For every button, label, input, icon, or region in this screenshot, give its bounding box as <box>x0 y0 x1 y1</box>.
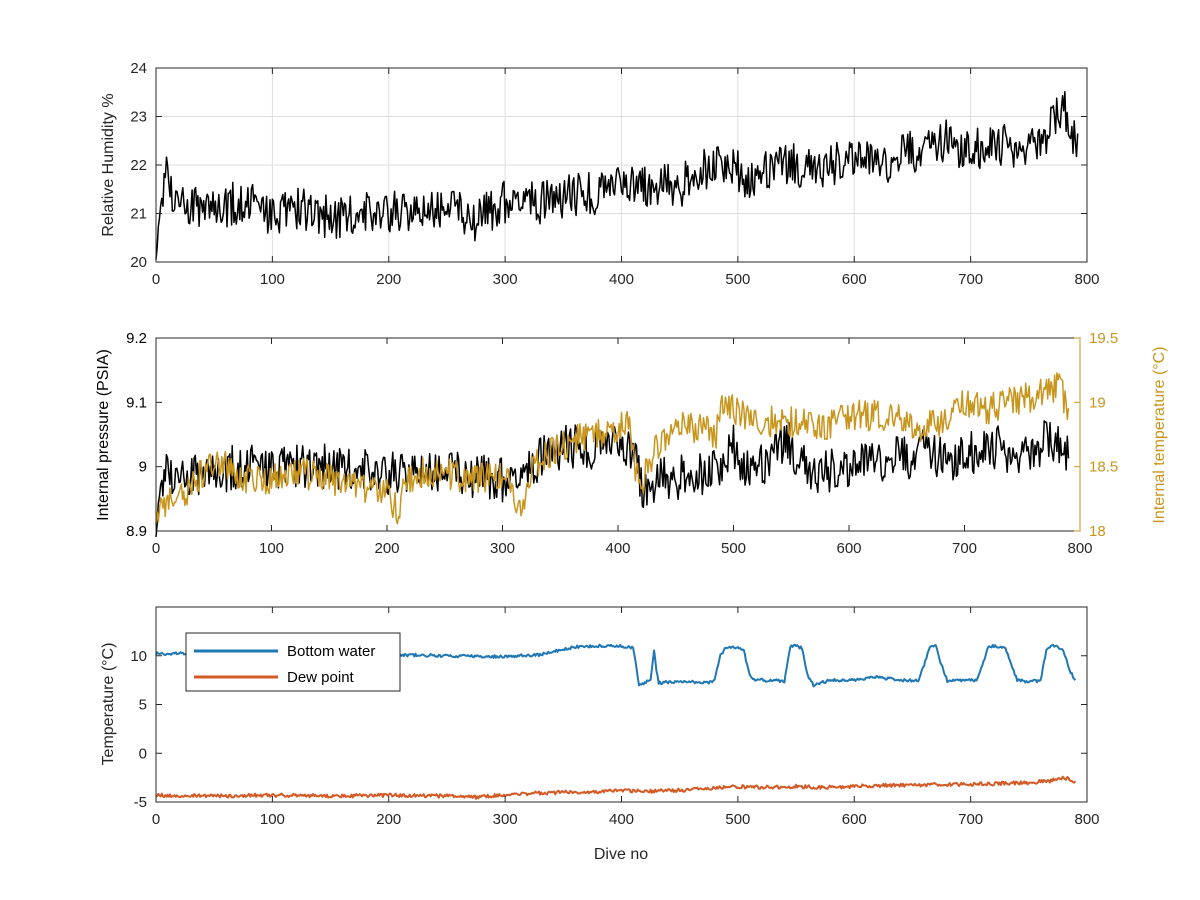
pressure-right-series-line <box>155 372 1070 525</box>
x-tick-label: 200 <box>376 811 401 828</box>
x-tick-label: 0 <box>152 540 160 557</box>
y-tick-label: 10 <box>130 648 147 665</box>
x-tick-label: 800 <box>1067 540 1092 557</box>
y-tick-label: 24 <box>130 60 147 77</box>
y-tick-label: 9.2 <box>126 330 147 347</box>
dew-point-series-line <box>155 775 1077 800</box>
x-tick-label: 400 <box>609 811 634 828</box>
pressure-series-line <box>155 420 1070 538</box>
pressure-panel: 0 100 200 300 400 500 600 700 800 8.9 9 9.1 9.2 18 18.… <box>95 330 1168 557</box>
x-tick-label: 400 <box>609 271 634 288</box>
y-tick-label: 5 <box>139 697 147 714</box>
x-tick-label: 800 <box>1074 811 1099 828</box>
x-tick-label: 0 <box>152 811 160 828</box>
y-tick-label: 9.1 <box>126 394 147 411</box>
y-tick-label: 9 <box>139 459 147 476</box>
x-axis-label: Dive no <box>594 846 648 863</box>
pressure-ticks: 0 100 200 300 400 500 600 700 800 8.9 9 9.1 9.2 18 18.… <box>126 330 1118 557</box>
x-tick-label: 100 <box>260 811 285 828</box>
x-tick-label: 100 <box>259 540 284 557</box>
x-tick-label: 300 <box>493 811 518 828</box>
y-tick-label: -5 <box>134 794 147 811</box>
y-tick-label: 0 <box>139 745 147 762</box>
y2-tick-label: 19 <box>1089 394 1106 411</box>
x-tick-label: 0 <box>152 271 160 288</box>
temperature-y-axis-label: Temperature (°C) <box>100 643 117 766</box>
y-tick-label: 8.9 <box>126 523 147 540</box>
x-tick-label: 600 <box>842 271 867 288</box>
x-tick-label: 500 <box>721 540 746 557</box>
y-tick-label: 21 <box>130 206 147 223</box>
x-tick-label: 200 <box>374 540 399 557</box>
x-tick-label: 300 <box>490 540 515 557</box>
temperature-ticks: 0 100 200 300 400 500 600 700 800 -5 0 5 10 <box>130 607 1100 828</box>
x-tick-label: 600 <box>836 540 861 557</box>
x-tick-label: 100 <box>260 271 285 288</box>
pressure-series <box>155 372 1070 538</box>
legend-label-bottom-water: Bottom water <box>287 643 375 660</box>
x-tick-label: 600 <box>842 811 867 828</box>
y2-tick-label: 18.5 <box>1089 459 1118 476</box>
y2-tick-label: 19.5 <box>1089 330 1118 347</box>
x-tick-label: 700 <box>952 540 977 557</box>
pressure-y-axis-label: Internal pressure (PSIA) <box>95 349 112 521</box>
humidity-panel: 0 100 200 300 400 500 600 700 800 20 21 22 23 24 Rela… <box>100 60 1100 288</box>
y-tick-label: 22 <box>130 157 147 174</box>
legend-box <box>185 632 401 692</box>
y-tick-label: 23 <box>130 109 147 126</box>
x-tick-label: 500 <box>725 271 750 288</box>
humidity-series <box>155 90 1079 260</box>
legend: Bottom water Dew point <box>185 632 401 692</box>
temperature-panel: 0 100 200 300 400 500 600 700 800 -5 0 5 10 Temperat… <box>100 606 1100 863</box>
humidity-series-line <box>155 90 1079 260</box>
x-tick-label: 700 <box>958 271 983 288</box>
humidity-ticks: 0 100 200 300 400 500 600 700 800 20 21 22 23 24 <box>130 60 1099 288</box>
y2-tick-label: 18 <box>1089 523 1106 540</box>
x-tick-label: 200 <box>376 271 401 288</box>
x-tick-label: 800 <box>1074 271 1099 288</box>
x-tick-label: 500 <box>725 811 750 828</box>
x-tick-label: 300 <box>493 271 518 288</box>
internal-temperature-y-axis-label: Internal temperature (°C) <box>1151 346 1168 523</box>
x-tick-label: 700 <box>958 811 983 828</box>
humidity-y-axis-label: Relative Humidity % <box>100 93 117 236</box>
x-tick-label: 400 <box>605 540 630 557</box>
legend-label-dew-point: Dew point <box>287 669 355 686</box>
y-tick-label: 20 <box>130 254 147 271</box>
